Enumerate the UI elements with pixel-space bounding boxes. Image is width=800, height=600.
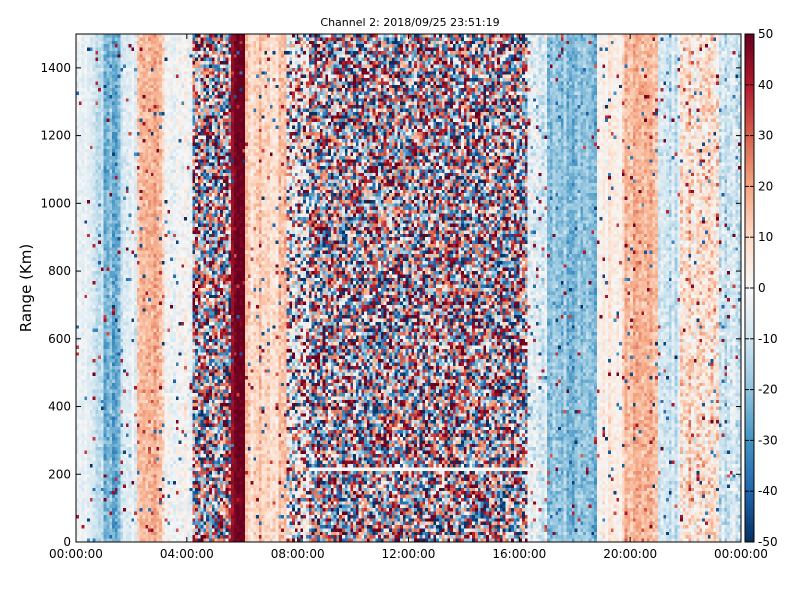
y-axis-label: Range (Km) <box>17 244 35 332</box>
colorbar-tick-label: 10 <box>758 230 773 244</box>
colorbar-tick-label: 50 <box>758 27 773 41</box>
colorbar-tick-label: -20 <box>758 383 778 397</box>
x-tick-label: 00:00:00 <box>49 547 103 561</box>
x-tick-label: 12:00:00 <box>382 547 436 561</box>
heatmap-image <box>76 34 741 542</box>
heatmap-area <box>76 34 741 542</box>
y-tick-label: 400 <box>48 400 71 414</box>
colorbar-ticks: 50 40 30 20 10 0 -10 -20 -30 -40 -50 <box>745 27 778 549</box>
x-tick-label: 20:00:00 <box>603 547 657 561</box>
colorbar: 50 40 30 20 10 0 -10 -20 -30 -40 -50 <box>744 27 778 549</box>
x-tick-label: 16:00:00 <box>492 547 546 561</box>
y-tick-label: 1200 <box>40 129 71 143</box>
colorbar-tick-label: 40 <box>758 78 773 92</box>
colorbar-tick-label: -30 <box>758 433 778 447</box>
y-tick-label: 600 <box>48 332 71 346</box>
y-tick-label: 200 <box>48 467 71 481</box>
y-axis: 0 200 400 600 800 1000 1200 1400 <box>40 61 741 549</box>
colorbar-tick-label: -40 <box>758 484 778 498</box>
colorbar-tick-label: 30 <box>758 129 773 143</box>
colorbar-tick-label: -50 <box>758 535 778 549</box>
x-tick-label: 08:00:00 <box>271 547 325 561</box>
colorbar-tick-label: -10 <box>758 332 778 346</box>
x-axis: 00:00:00 04:00:00 08:00:00 12:00:00 16:00:00… <box>49 34 768 561</box>
x-tick-label: 04:00:00 <box>160 547 214 561</box>
colorbar-tick-label: 0 <box>758 281 766 295</box>
y-tick-label: 0 <box>63 535 71 549</box>
y-tick-label: 800 <box>48 264 71 278</box>
colorbar-tick-label: 20 <box>758 179 773 193</box>
y-tick-label: 1400 <box>40 61 71 75</box>
chart-title: Channel 2: 2018/09/25 23:51:19 <box>320 16 499 29</box>
x-tick-label: 00:00:00 <box>714 547 768 561</box>
y-tick-label: 1000 <box>40 196 71 210</box>
